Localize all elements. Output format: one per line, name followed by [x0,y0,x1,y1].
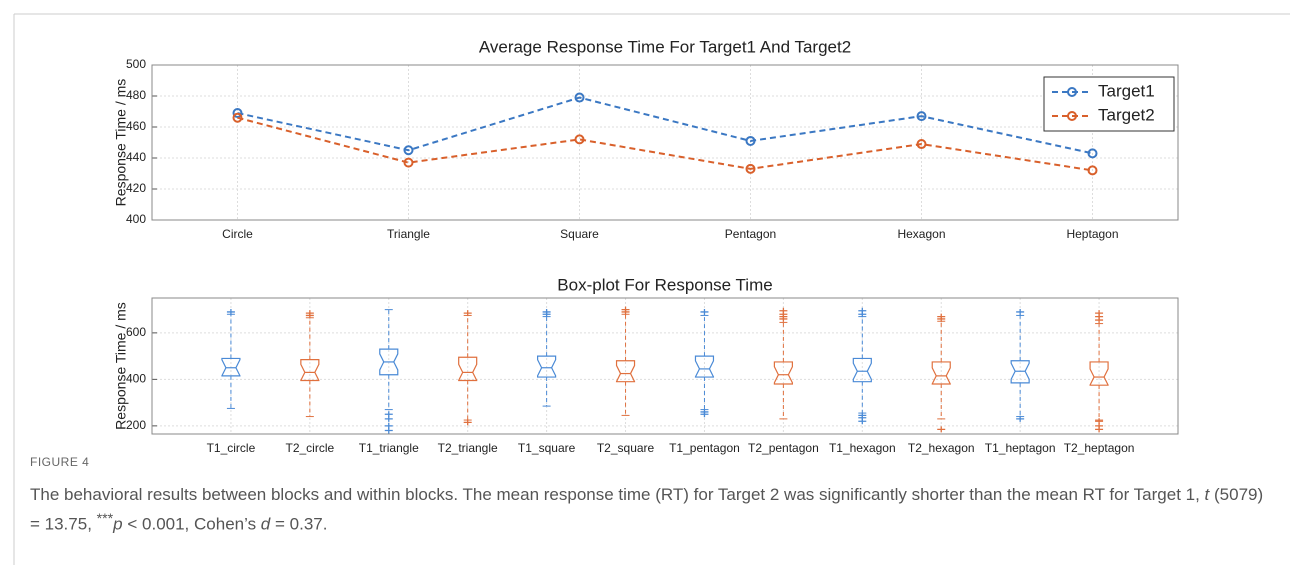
x-tick-label: T2_circle [286,441,335,455]
x-tick-label: Heptagon [1066,227,1118,241]
x-tick-label: T2_square [597,441,655,455]
y-tick-label: 400 [126,372,146,386]
box [300,359,320,382]
outlier [937,426,946,433]
legend-label: Target1 [1098,81,1155,100]
box [694,355,715,378]
x-tick-label: T1_heptagon [985,441,1056,455]
marker [403,157,414,168]
series-line [237,96,1093,155]
caption-label: FIGURE 4 [30,455,90,469]
x-tick-label: T2_pentagon [748,441,819,455]
marker [1087,165,1098,176]
marker [574,92,585,103]
x-tick-label: Triangle [387,227,430,241]
outlier [1095,310,1104,317]
caption-part: = 0.37. [270,514,328,534]
outlier [305,310,314,317]
x-tick-label: T2_triangle [438,441,498,455]
legend-marker [1067,87,1077,97]
marker [232,112,243,123]
y-tick-label: 200 [126,418,146,432]
y-axis-label: Response Time / ms [113,302,129,430]
x-tick-label: T1_circle [207,441,256,455]
outlier [1016,308,1025,315]
chart-title: Box-plot For Response Time [557,275,772,294]
marker [232,108,243,119]
outlier [621,306,630,313]
box [615,360,636,383]
caption-part: *** [96,511,114,527]
outlier [858,307,867,314]
outlier [384,427,393,434]
axes-box [151,64,1179,221]
outlier [700,408,709,415]
box [458,356,478,382]
y-tick-label: 500 [126,57,146,71]
y-tick-label: 480 [126,88,146,102]
caption-part: < 0.001, Cohen’s [122,514,261,534]
legend-box [1043,76,1175,132]
outlier [226,308,235,315]
marker [916,139,927,150]
legend-marker [1067,111,1077,121]
y-tick-label: 400 [126,212,146,226]
box [1010,360,1030,384]
marker [1087,148,1098,159]
box [537,355,557,378]
outlier [858,412,867,419]
x-tick-label: Pentagon [725,227,776,241]
outlier [463,419,472,426]
outlier [542,308,551,315]
y-tick-label: 600 [126,325,146,339]
outlier [1016,415,1025,422]
outlier [1095,418,1104,425]
caption-text: The behavioral results between blocks an… [30,483,1265,537]
box [773,361,793,385]
x-tick-label: T1_square [518,441,576,455]
marker [745,135,756,146]
outlier [463,310,472,317]
outlier [779,307,788,314]
y-axis-label: Response Time / ms [113,79,129,207]
x-tick-label: Circle [222,227,253,241]
marker [574,134,585,145]
series-line [237,116,1093,172]
outlier [384,415,393,422]
caption-part: p [113,514,123,534]
marker [916,111,927,122]
marker [745,163,756,174]
box [379,348,399,376]
caption-part: (5079) = 13.75, [30,485,1264,534]
legend-label: Target2 [1098,105,1155,124]
marker [403,145,414,156]
y-tick-label: 440 [126,150,146,164]
x-tick-label: Square [560,227,599,241]
outlier [937,313,946,320]
box [852,357,872,383]
axes-box [151,297,1179,435]
y-tick-label: 420 [126,181,146,195]
x-tick-label: T1_pentagon [669,441,740,455]
caption-part: t [1204,485,1210,504]
x-tick-label: Hexagon [897,227,945,241]
chart-title: Average Response Time For Target1 And Ta… [479,37,851,56]
x-tick-label: T2_heptagon [1064,441,1135,455]
y-tick-label: 460 [126,119,146,133]
caption-part: The behavioral results between blocks an… [30,485,1205,504]
box [931,361,951,385]
box [1089,361,1109,386]
x-tick-label: T2_hexagon [908,441,975,455]
x-tick-label: T1_triangle [359,441,419,455]
outlier [700,308,709,315]
x-tick-label: T1_hexagon [829,441,896,455]
caption-part: d [260,514,271,534]
box [221,357,241,377]
